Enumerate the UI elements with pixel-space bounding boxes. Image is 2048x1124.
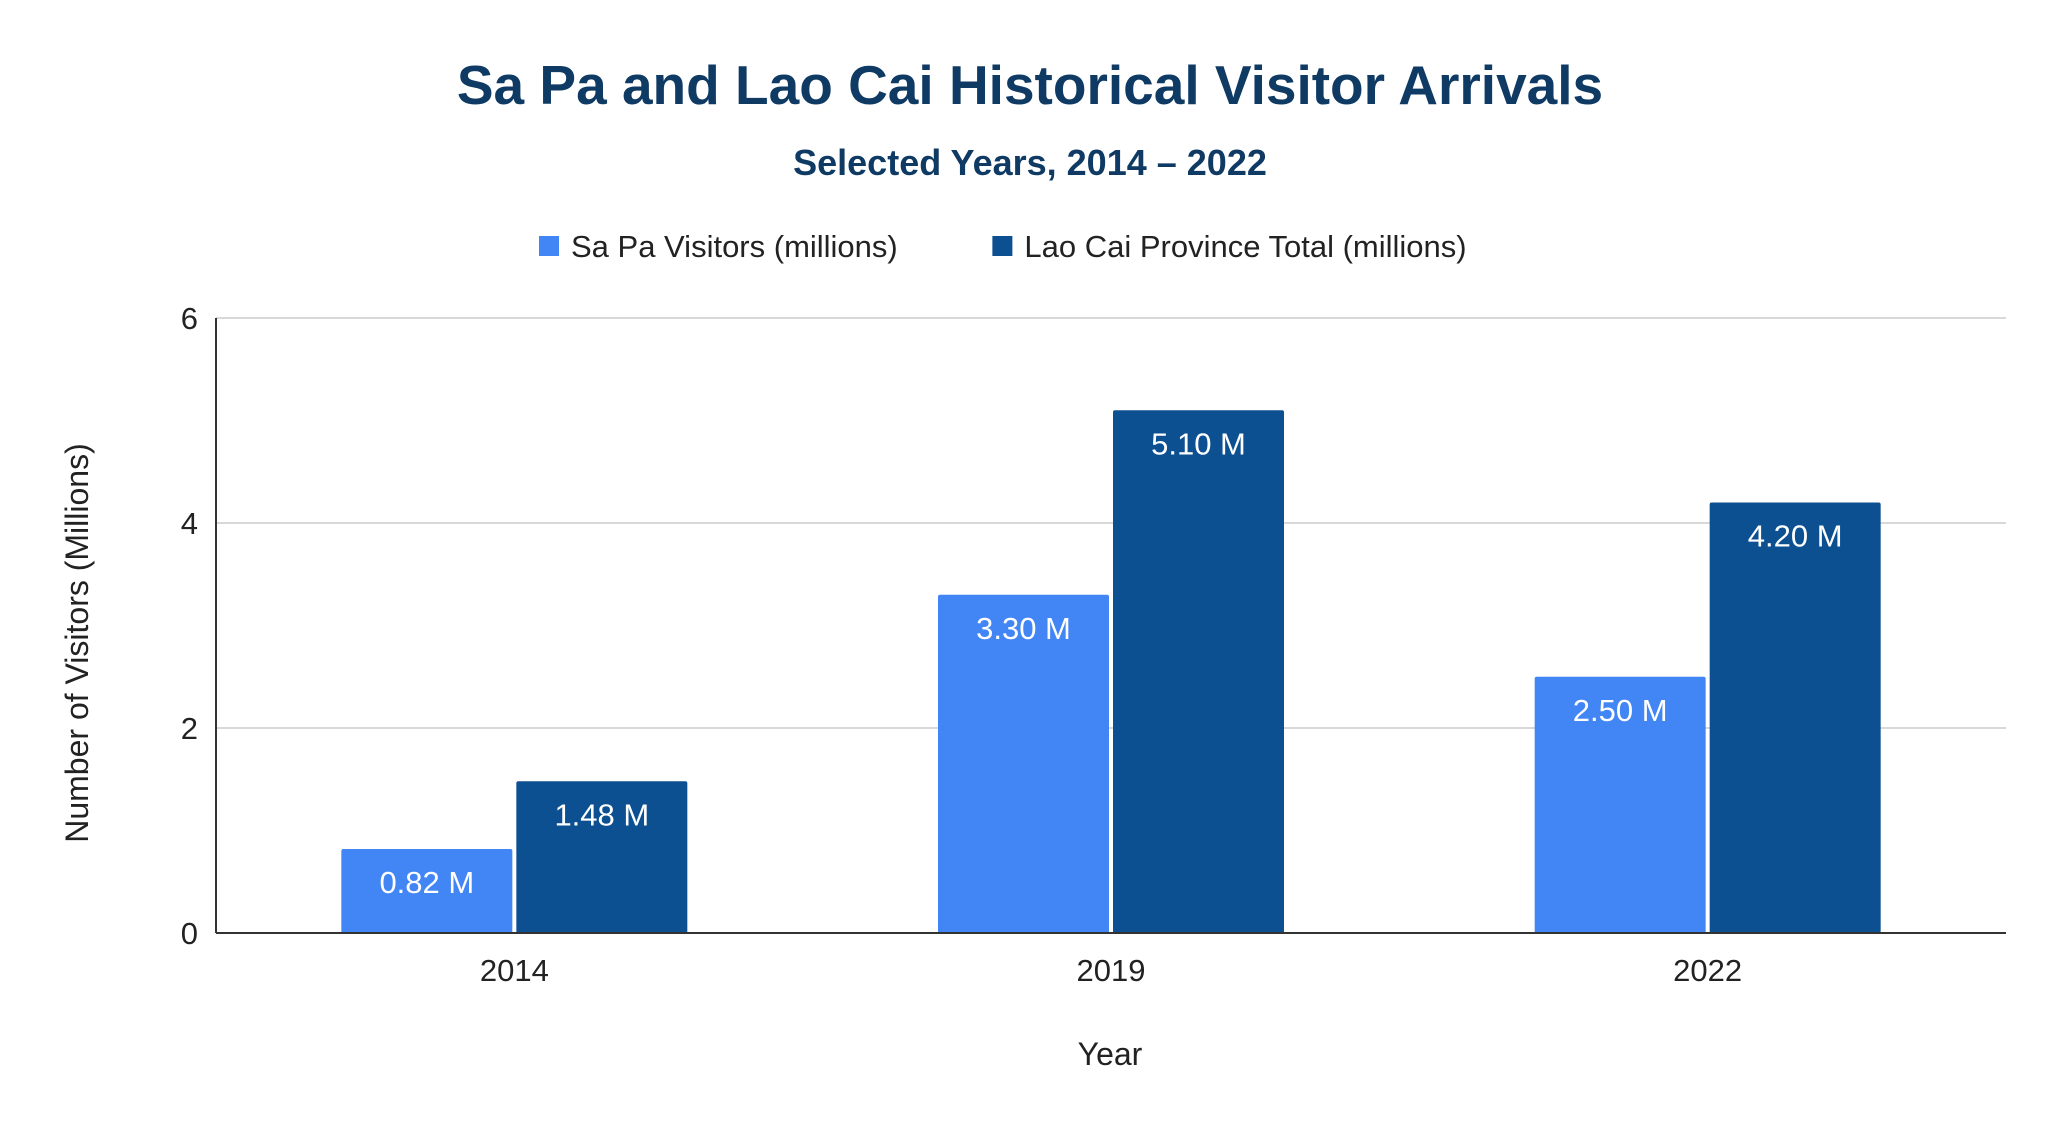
bar (938, 594, 1109, 933)
data-label: 2.50 M (1573, 693, 1668, 728)
bar (1534, 676, 1706, 933)
data-label: 5.10 M (1151, 426, 1246, 461)
gridlines (216, 317, 2006, 729)
legend-swatch (992, 236, 1013, 256)
chart-subtitle: Selected Years, 2014 – 2022 (793, 142, 1267, 183)
axes (215, 318, 2006, 934)
legend-label: Lao Cai Province Total (millions) (1024, 229, 1466, 264)
chart-title: Sa Pa and Lao Cai Historical Visitor Arr… (457, 54, 1603, 116)
bars: 0.82 M 1.48 M 3.30 M 5.10 M 2.50 M 4.20 M (341, 410, 1881, 933)
bar (1113, 410, 1284, 933)
y-axis-ticks: 0 2 4 6 (181, 301, 198, 951)
legend-swatch (539, 236, 560, 256)
data-label: 1.48 M (554, 797, 649, 832)
x-tick-label: 2019 (1077, 953, 1146, 988)
data-label: 3.30 M (976, 611, 1071, 646)
x-tick-label: 2014 (480, 953, 549, 988)
legend-label: Sa Pa Visitors (millions) (571, 229, 898, 264)
x-axis-ticks: 2014 2019 2022 (480, 953, 1742, 988)
data-label: 0.82 M (379, 865, 474, 900)
legend: Sa Pa Visitors (millions) Lao Cai Provinc… (539, 229, 1467, 264)
y-tick-label: 0 (181, 916, 198, 951)
data-label: 4.20 M (1748, 519, 1843, 554)
bar (341, 848, 513, 933)
y-tick-label: 2 (181, 711, 198, 746)
y-tick-label: 6 (181, 301, 198, 336)
bar (1709, 502, 1881, 933)
x-axis-label: Year (1078, 1036, 1143, 1072)
y-axis-label: Number of Visitors (Millions) (59, 443, 95, 843)
x-tick-label: 2022 (1673, 953, 1742, 988)
bar (516, 781, 688, 933)
y-tick-label: 4 (181, 506, 198, 541)
